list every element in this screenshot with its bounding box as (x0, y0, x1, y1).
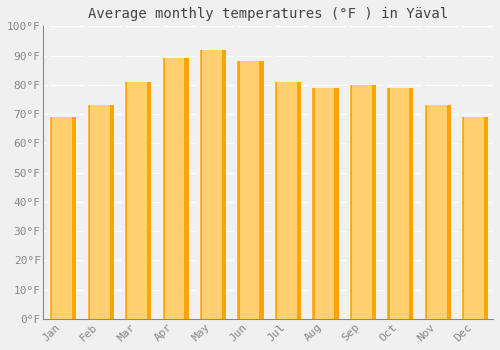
Bar (460, 117, 488, 319)
Bar (348, 85, 376, 319)
Bar (198, 50, 226, 319)
Bar (240, 61, 260, 319)
Bar (52, 117, 72, 319)
Bar (202, 50, 222, 319)
Bar (160, 58, 188, 319)
Bar (310, 88, 338, 319)
Bar (123, 82, 151, 319)
Title: Average monthly temperatures (°F ) in Yäval: Average monthly temperatures (°F ) in Yä… (88, 7, 449, 21)
Bar (165, 58, 184, 319)
Bar (386, 88, 413, 319)
Bar (273, 82, 301, 319)
Bar (423, 105, 451, 319)
Bar (86, 105, 114, 319)
Bar (90, 105, 110, 319)
Bar (314, 88, 334, 319)
Bar (464, 117, 484, 319)
Bar (390, 88, 409, 319)
Bar (427, 105, 446, 319)
Bar (128, 82, 147, 319)
Bar (236, 61, 264, 319)
Bar (352, 85, 372, 319)
Bar (48, 117, 76, 319)
Bar (277, 82, 297, 319)
